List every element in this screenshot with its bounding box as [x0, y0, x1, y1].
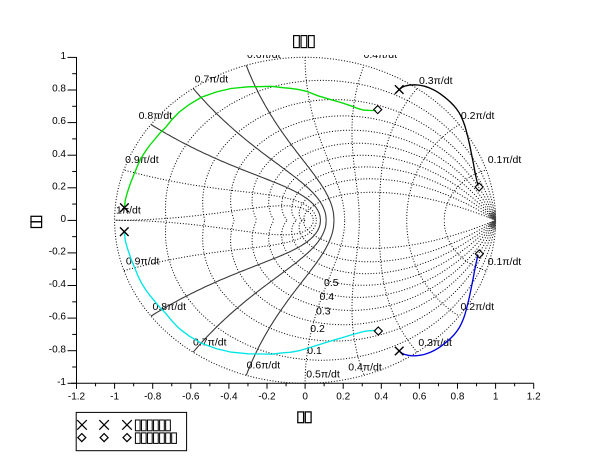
- svg-text:1π/dt: 1π/dt: [116, 205, 141, 217]
- svg-text:-0.8: -0.8: [144, 392, 162, 403]
- svg-text:0.3π/dt: 0.3π/dt: [419, 75, 453, 87]
- svg-text:0.4: 0.4: [52, 149, 66, 160]
- svg-text:0.4π/dt: 0.4π/dt: [348, 362, 382, 374]
- svg-text:0.2π/dt: 0.2π/dt: [461, 301, 495, 313]
- svg-text:0.9π/dt: 0.9π/dt: [125, 154, 159, 166]
- svg-text:0.1π/dt: 0.1π/dt: [488, 154, 522, 166]
- svg-text:-0.4: -0.4: [220, 392, 238, 403]
- svg-text:0.8: 0.8: [52, 84, 66, 95]
- svg-text:1: 1: [493, 392, 499, 403]
- svg-text:0.5π/dt: 0.5π/dt: [306, 369, 340, 381]
- svg-text:-0.4: -0.4: [49, 279, 67, 290]
- svg-text:0.3: 0.3: [316, 306, 331, 318]
- svg-text:0.5: 0.5: [324, 277, 339, 289]
- svg-text:0: 0: [302, 392, 308, 403]
- svg-text:-0.2: -0.2: [258, 392, 276, 403]
- svg-text:0.8: 0.8: [451, 392, 465, 403]
- svg-text:-0.6: -0.6: [182, 392, 200, 403]
- svg-text:-1: -1: [110, 392, 119, 403]
- svg-text:1: 1: [60, 51, 66, 62]
- svg-text:0.3π/dt: 0.3π/dt: [418, 337, 452, 349]
- svg-text:0.2: 0.2: [52, 181, 66, 192]
- svg-text:0: 0: [60, 214, 66, 225]
- svg-text:0.7π/dt: 0.7π/dt: [195, 74, 229, 86]
- svg-text:-0.2: -0.2: [49, 247, 67, 258]
- svg-text:0.4: 0.4: [374, 392, 388, 403]
- svg-text:0.6: 0.6: [412, 392, 426, 403]
- svg-text:0.7π/dt: 0.7π/dt: [193, 337, 227, 349]
- svg-text:0.6π/dt: 0.6π/dt: [247, 359, 281, 371]
- svg-text:-1: -1: [57, 377, 66, 388]
- svg-text:0.2π/dt: 0.2π/dt: [461, 110, 495, 122]
- svg-text:0.1π/dt: 0.1π/dt: [488, 256, 522, 268]
- svg-text:0.2: 0.2: [336, 392, 350, 403]
- svg-text:0.2: 0.2: [310, 323, 325, 335]
- svg-text:0.4: 0.4: [320, 291, 335, 303]
- svg-text:-0.8: -0.8: [49, 344, 67, 355]
- svg-text:0.6: 0.6: [52, 116, 66, 127]
- svg-text:0.4π/dt: 0.4π/dt: [364, 49, 398, 61]
- svg-text:0.9π/dt: 0.9π/dt: [126, 256, 160, 268]
- svg-text:1.2: 1.2: [527, 392, 541, 403]
- svg-text:-0.6: -0.6: [49, 312, 67, 323]
- svg-text:0.6π/dt: 0.6π/dt: [247, 49, 281, 61]
- svg-text:-1.2: -1.2: [68, 392, 86, 403]
- svg-text:0.8π/dt: 0.8π/dt: [139, 110, 173, 122]
- svg-text:0.8π/dt: 0.8π/dt: [153, 301, 187, 313]
